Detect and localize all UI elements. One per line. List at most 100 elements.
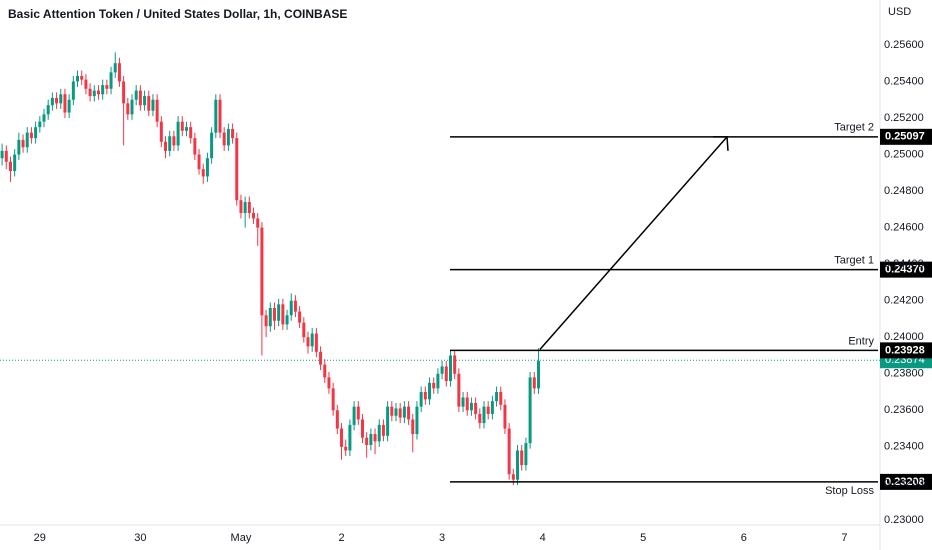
candle-body — [180, 121, 184, 131]
candle-body — [88, 88, 92, 97]
candle-body — [507, 428, 511, 475]
candle-body — [411, 419, 415, 435]
candle-body — [419, 392, 423, 407]
candle-body — [302, 322, 306, 338]
level-price-label: 0.23928 — [885, 344, 925, 356]
x-tick-label: 7 — [841, 532, 847, 544]
y-tick-label: 0.24200 — [884, 295, 924, 307]
candle-body — [469, 402, 473, 411]
candle-body — [189, 127, 193, 139]
candle-body — [369, 434, 373, 445]
y-tick-label: 0.24600 — [884, 222, 924, 234]
y-tick-label: 0.24400 — [884, 258, 924, 270]
y-tick-label: 0.23000 — [884, 514, 924, 526]
candle-body — [428, 382, 432, 400]
candle-body — [386, 406, 390, 436]
candle-body — [532, 377, 536, 389]
candle-body — [356, 406, 360, 420]
candle-body — [55, 97, 59, 104]
x-tick-label: 2 — [338, 532, 344, 544]
candle-body — [277, 304, 281, 321]
level-price-box — [880, 128, 932, 145]
candle-body — [25, 132, 29, 148]
candle-body — [76, 75, 80, 82]
candle-body — [252, 212, 256, 219]
candle-body — [243, 202, 247, 213]
candle-body — [235, 138, 239, 201]
y-tick-label: 0.23800 — [884, 368, 924, 380]
candle-body — [260, 227, 264, 316]
candle-body — [348, 424, 352, 451]
candle-body — [38, 121, 42, 128]
candle-body — [101, 85, 105, 95]
x-tick-label: 6 — [741, 532, 747, 544]
candle-body — [432, 382, 436, 389]
candle-body — [436, 373, 440, 389]
candle-body — [536, 360, 540, 389]
candle-body — [486, 406, 490, 414]
candle-body — [482, 406, 486, 424]
candle-body — [453, 355, 457, 374]
candle-body — [197, 154, 201, 170]
currency-label: USD — [888, 6, 911, 18]
candle-body — [268, 307, 272, 327]
plot — [0, 52, 540, 486]
y-tick-label: 0.25200 — [884, 112, 924, 124]
candle-body — [256, 218, 260, 228]
candle-body — [214, 99, 218, 133]
candle-body — [499, 392, 503, 405]
candle-body — [293, 300, 297, 312]
level-price-box — [880, 342, 932, 359]
candle-body — [164, 141, 168, 151]
y-tick-label: 0.25000 — [884, 148, 924, 160]
candle-body — [373, 434, 377, 442]
candle-body — [478, 413, 482, 424]
candle-body — [394, 408, 398, 416]
candle-body — [172, 136, 176, 146]
candle-body — [247, 202, 251, 213]
candle-body — [63, 94, 67, 113]
candle-body — [415, 406, 419, 435]
candle-body — [59, 94, 63, 104]
x-tick-label: 30 — [134, 532, 146, 544]
level-name: Target 1 — [834, 255, 874, 267]
y-tick-label: 0.23600 — [884, 404, 924, 416]
candle-body — [92, 90, 96, 97]
candle-body — [151, 99, 155, 111]
candle-body — [407, 406, 411, 420]
candle-body — [440, 366, 444, 374]
candle-body — [377, 424, 381, 442]
candle-body — [285, 315, 289, 325]
candle-body — [352, 406, 356, 425]
arrow-head — [713, 136, 729, 151]
candle-body — [423, 392, 427, 400]
candle-body — [34, 127, 38, 139]
candle-body — [503, 404, 507, 429]
candle-body — [310, 333, 314, 347]
candle-body — [516, 450, 520, 480]
level-price-box — [880, 473, 932, 490]
y-tick-label: 0.25600 — [884, 39, 924, 51]
candle-body — [0, 150, 4, 159]
candle-body — [319, 351, 323, 365]
candle-body — [520, 450, 524, 466]
candle-body — [398, 408, 402, 418]
candle-body — [340, 428, 344, 447]
candle-body — [461, 397, 465, 407]
y-tick-label: 0.25400 — [884, 75, 924, 87]
candle-body — [511, 474, 515, 480]
candle-body — [159, 121, 163, 142]
candle-body — [331, 388, 335, 411]
candle-body — [168, 136, 172, 151]
candle-body — [524, 443, 528, 466]
level-price-label: 0.23208 — [885, 476, 925, 488]
x-tick-label: 29 — [34, 532, 46, 544]
candle-body — [80, 75, 84, 80]
candle-body — [29, 132, 33, 139]
candle-body — [272, 307, 276, 321]
candle-body — [226, 128, 230, 146]
candle-body — [130, 99, 134, 115]
chart-title: Basic Attention Token / United States Do… — [8, 7, 347, 21]
